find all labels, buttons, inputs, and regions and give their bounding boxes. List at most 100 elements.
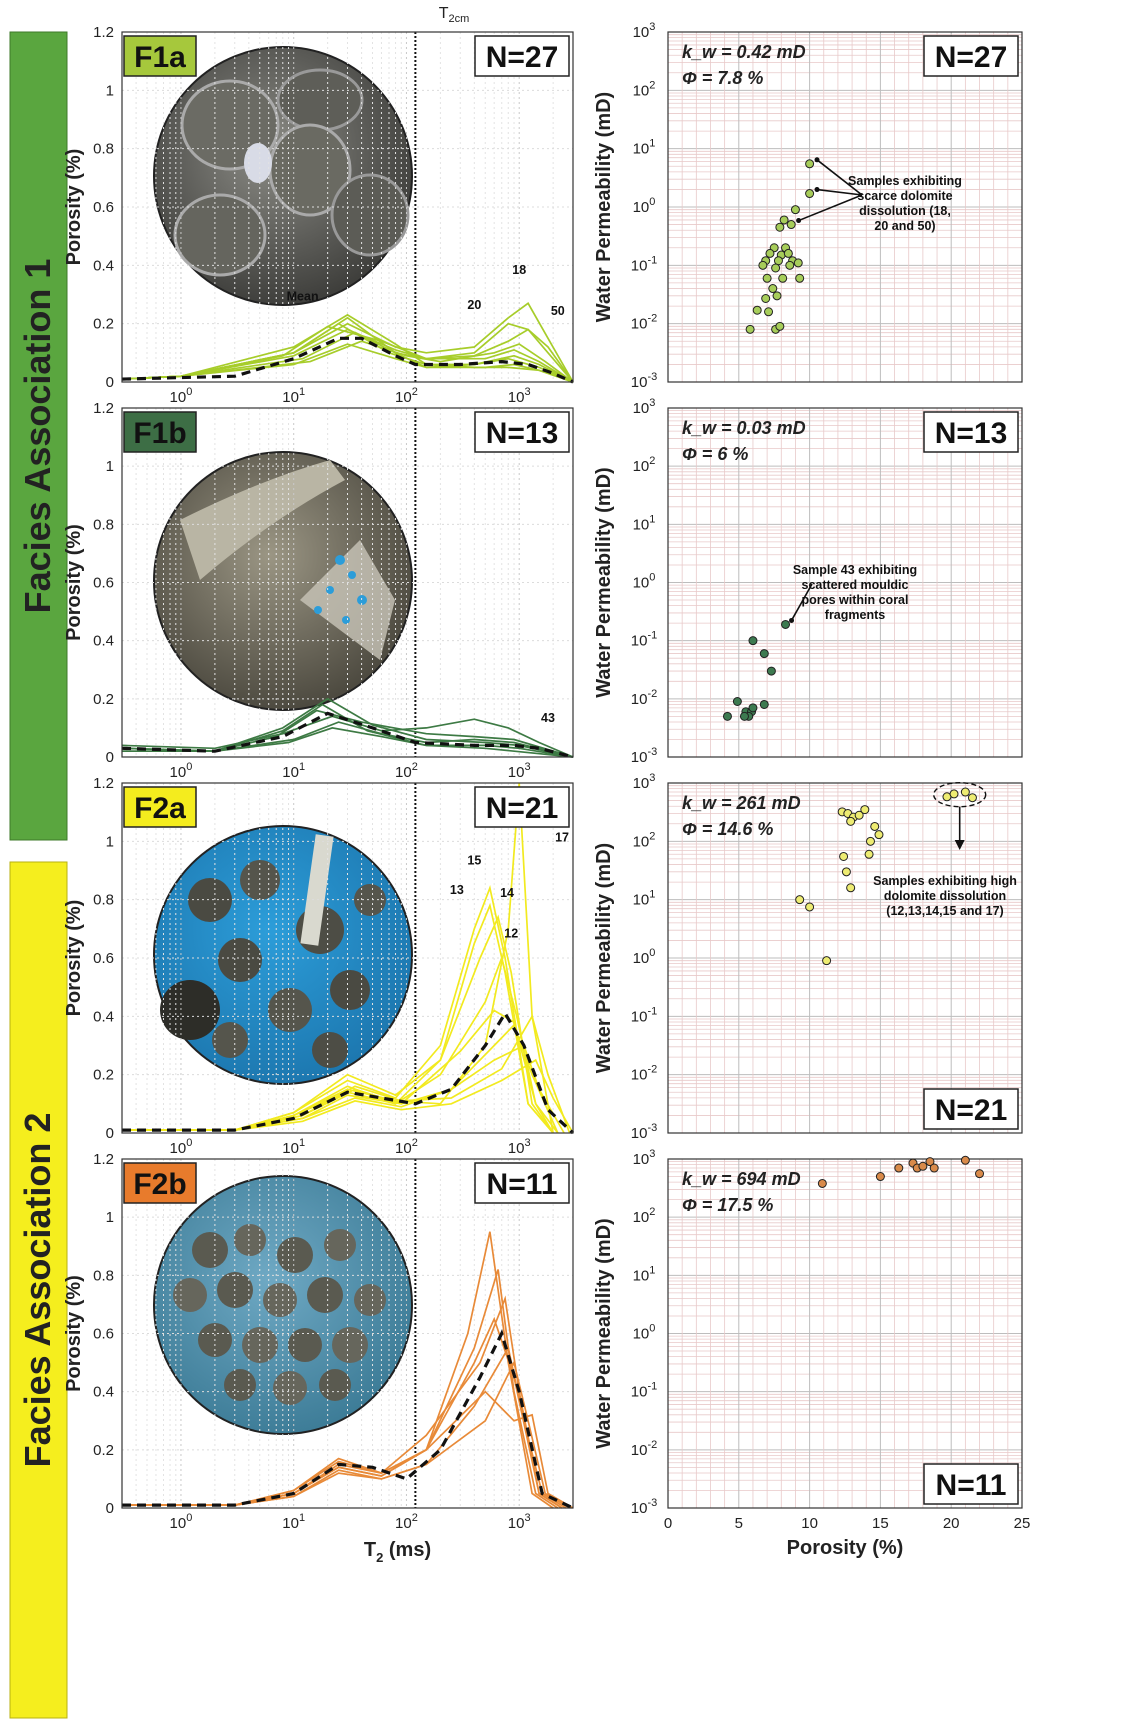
- y-tick-label: 101: [633, 138, 656, 158]
- y-tick-label: 0.6: [93, 575, 114, 592]
- data-point: [779, 215, 789, 225]
- data-point: [960, 1155, 970, 1165]
- n-box: [923, 1463, 1019, 1505]
- n-label: N=27: [486, 41, 559, 74]
- arrow-head: [814, 157, 820, 163]
- x-axis-label: T2 (ms): [364, 1539, 431, 1565]
- y-tick-label: 0.8: [93, 141, 114, 158]
- nmr-panel-f1b: 0 0.2 0.4 0.6 0.8 1 1.2 100 101 102 103 43 Porosity …: [63, 400, 574, 781]
- kw-label: k_w = 694 mD: [682, 1169, 801, 1189]
- perm-panel-f2a: 10-3 10-2 10-1 100 101 102 103 k_w = 261 mD Φ = …: [593, 772, 1023, 1142]
- data-point: [967, 793, 977, 803]
- x-tick-label: 101: [282, 386, 305, 406]
- data-point: [805, 902, 815, 912]
- n-label: N=27: [935, 41, 1008, 74]
- annotation-arrow: [816, 188, 863, 196]
- perm-panel-f1a: 10-3 10-2 10-1 100 101 102 103 k_w = 0.42 mD Φ =…: [593, 21, 1023, 391]
- x-tick-label: 101: [282, 761, 305, 781]
- y-tick-label: 1: [106, 1209, 114, 1226]
- badge-label: F1a: [134, 41, 186, 74]
- n-box: [474, 1162, 570, 1204]
- y-tick-label: 0.6: [93, 950, 114, 967]
- data-point: [805, 189, 815, 199]
- curve-annotation: 50: [551, 304, 565, 318]
- y-tick-label: 100: [633, 947, 656, 967]
- x-tick-label: 100: [170, 1512, 193, 1532]
- badge-label: F2b: [133, 1168, 186, 1201]
- data-point: [875, 1172, 885, 1182]
- x-tick-label: 5: [735, 1515, 743, 1532]
- y-tick-label: 10-1: [631, 254, 657, 274]
- sample-count-box: N=11: [474, 1162, 570, 1204]
- sample-curve: [121, 325, 574, 383]
- n-label: N=21: [935, 1094, 1008, 1127]
- data-point: [739, 711, 749, 721]
- nmr-panel-f2a: 0 0.2 0.4 0.6 0.8 1 1.2 100 101 102 103 15 13 14 12 17 P…: [63, 775, 575, 1157]
- y-tick-label: 0.4: [93, 633, 114, 650]
- data-point: [761, 294, 771, 304]
- facies-association-1-label: Facies Association 1: [17, 259, 58, 614]
- y-tick-label: 10-3: [631, 371, 657, 391]
- y-tick-label: 0.2: [93, 1442, 114, 1459]
- data-point: [748, 636, 758, 646]
- facies-association-1-bar: Facies Association 1: [9, 31, 68, 841]
- sample-curve: [122, 1014, 571, 1134]
- sample-curve: [121, 703, 574, 758]
- permeability-annotation: Sample 43 exhibiting scattered mouldic por…: [793, 563, 917, 622]
- data-point: [949, 789, 959, 799]
- y-tick-label: 10-3: [631, 1497, 657, 1517]
- data-point: [860, 805, 870, 815]
- n-label: N=11: [487, 1168, 558, 1201]
- y-tick-label: 0.2: [93, 691, 114, 708]
- y-tick-label: 10-1: [631, 1005, 657, 1025]
- n-label: N=13: [486, 417, 559, 450]
- data-point: [765, 248, 775, 258]
- y-axis-label: Porosity (%): [63, 524, 85, 641]
- y-tick-label: 10-2: [631, 1439, 657, 1459]
- y-tick-label: 1.2: [93, 1151, 114, 1168]
- curve-annotation: 14: [500, 886, 514, 900]
- data-point: [790, 205, 800, 215]
- facies-badge-f1a: F1a: [123, 35, 197, 77]
- y-tick-label: 0.8: [93, 1267, 114, 1284]
- arrow-head: [814, 187, 820, 193]
- sample-curve: [122, 1058, 574, 1134]
- curve-annotation: 17: [555, 830, 569, 844]
- y-axis-label: Porosity (%): [63, 1275, 85, 1392]
- y-tick-label: 10-1: [631, 630, 657, 650]
- y-tick-label: 102: [633, 79, 656, 99]
- data-point: [795, 273, 805, 283]
- y-tick-label: 0.2: [93, 1067, 114, 1084]
- x-tick-label: 102: [395, 1137, 418, 1157]
- badge-label: F2a: [134, 792, 186, 825]
- x-tick-label: 103: [508, 761, 531, 781]
- mean-curve: [121, 711, 574, 759]
- x-tick-label: 101: [282, 1137, 305, 1157]
- kw-label: k_w = 261 mD: [682, 793, 801, 813]
- data-point: [775, 222, 785, 232]
- sample-count-box: N=21: [923, 1088, 1019, 1130]
- plot-frame: [667, 782, 1023, 1134]
- y-tick-label: 10-3: [631, 746, 657, 766]
- y-axis-label: Water Permeability (mD): [593, 843, 615, 1073]
- plot-frame: [667, 31, 1023, 383]
- sample-count-box: N=21: [474, 786, 570, 828]
- data-point: [766, 666, 776, 676]
- sample-curve: [121, 313, 574, 383]
- x-tick-label: 100: [170, 761, 193, 781]
- permeability-annotation: Samples exhibiting scarce dolomite dissolu…: [848, 174, 962, 233]
- y-tick-label: 103: [633, 21, 656, 41]
- data-point: [778, 273, 788, 283]
- curve-annotation: Mean: [287, 289, 319, 303]
- data-point: [768, 284, 778, 294]
- plot-frame: [121, 782, 574, 1134]
- facies-association-2-bar: Facies Association 2: [9, 861, 68, 1719]
- x-tick-label: 102: [395, 1512, 418, 1532]
- data-point: [745, 324, 755, 334]
- y-tick-label: 0.8: [93, 516, 114, 533]
- x-tick-label: 15: [872, 1515, 889, 1532]
- y-tick-label: 101: [633, 1264, 656, 1284]
- phi-label: Φ = 7.8 %: [682, 68, 763, 88]
- mean-curve: [122, 1329, 574, 1510]
